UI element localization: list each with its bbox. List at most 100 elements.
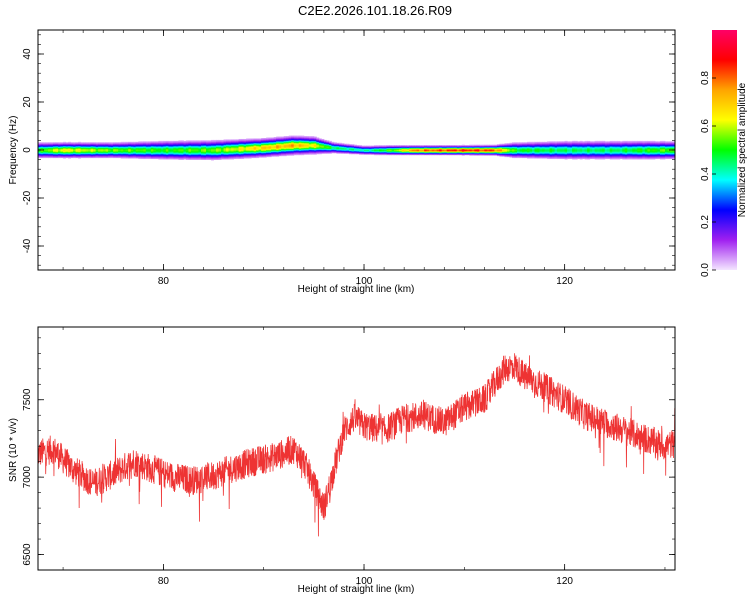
heatmap-cell bbox=[288, 149, 292, 151]
heatmap-cell bbox=[263, 144, 267, 146]
heatmap-cell bbox=[105, 155, 109, 157]
heatmap-cell bbox=[145, 155, 149, 157]
heatmap-cell bbox=[138, 150, 142, 152]
heatmap-cell bbox=[150, 153, 154, 155]
heatmap-cell bbox=[218, 141, 222, 143]
heatmap-cell bbox=[138, 156, 142, 158]
heatmap-cell bbox=[90, 144, 94, 146]
heatmap-cell bbox=[273, 145, 277, 147]
heatmap-cell bbox=[163, 152, 167, 154]
heatmap-cell bbox=[63, 156, 66, 158]
heatmap-cell bbox=[158, 157, 162, 159]
heatmap-cell bbox=[158, 155, 162, 157]
heatmap-cell bbox=[88, 146, 92, 148]
heatmap-cell bbox=[381, 154, 385, 156]
heatmap-cell bbox=[158, 145, 162, 147]
heatmap-cell bbox=[211, 141, 214, 143]
heatmap-cell bbox=[48, 143, 51, 145]
heatmap-cell bbox=[266, 149, 270, 150]
heatmap-cell bbox=[369, 152, 372, 154]
heatmap-cell bbox=[248, 146, 252, 148]
heatmap-cell bbox=[140, 150, 144, 152]
heatmap-cell bbox=[93, 146, 97, 148]
heatmap-cell bbox=[326, 151, 330, 153]
heatmap-cell bbox=[243, 139, 247, 141]
heatmap-cell bbox=[248, 154, 252, 156]
heatmap-cell bbox=[228, 141, 232, 143]
heatmap-cell bbox=[206, 148, 209, 150]
heatmap-cell bbox=[216, 152, 219, 154]
heatmap-cell bbox=[80, 145, 84, 147]
heatmap-cell bbox=[371, 153, 375, 155]
heatmap-cell bbox=[120, 145, 124, 147]
heatmap-cell bbox=[306, 152, 310, 154]
heatmap-cell bbox=[160, 154, 164, 156]
heatmap-cell bbox=[291, 141, 295, 143]
heatmap-cell bbox=[165, 149, 169, 150]
heatmap-cell bbox=[296, 151, 300, 153]
heatmap-cell bbox=[218, 143, 222, 145]
heatmap-cell bbox=[236, 157, 240, 159]
heatmap-cell bbox=[233, 152, 237, 154]
heatmap-cell bbox=[58, 153, 61, 155]
heatmap-cell bbox=[251, 147, 255, 149]
heatmap-cell bbox=[389, 153, 393, 155]
heatmap-cell bbox=[278, 147, 282, 149]
heatmap-cell bbox=[301, 139, 305, 141]
heatmap-cell bbox=[105, 149, 109, 150]
heatmap-cell bbox=[321, 138, 325, 140]
heatmap-cell bbox=[130, 142, 134, 144]
heatmap-cell bbox=[233, 151, 237, 153]
heatmap-cell bbox=[326, 140, 330, 142]
heatmap-cell bbox=[293, 143, 297, 145]
heatmap-cell bbox=[386, 153, 390, 155]
heatmap-cell bbox=[321, 146, 325, 148]
heatmap-cell bbox=[331, 145, 335, 147]
heatmap-cell bbox=[138, 143, 142, 145]
heatmap-cell bbox=[396, 148, 400, 149]
heatmap-cell bbox=[190, 140, 194, 142]
heatmap-cell bbox=[311, 138, 315, 140]
heatmap-cell bbox=[238, 155, 242, 157]
heatmap-cell bbox=[256, 150, 260, 151]
heatmap-cell bbox=[366, 153, 370, 155]
heatmap-cell bbox=[246, 156, 250, 158]
heatmap-cell bbox=[65, 145, 69, 147]
heatmap-cell bbox=[216, 150, 219, 151]
heatmap-cell bbox=[323, 151, 327, 153]
heatmap-cell bbox=[261, 139, 265, 141]
heatmap-cell bbox=[213, 148, 217, 149]
heatmap-cell bbox=[386, 148, 390, 149]
heatmap-cell bbox=[283, 154, 287, 156]
heatmap-cell bbox=[323, 145, 327, 147]
heatmap-cell bbox=[384, 153, 387, 155]
heatmap-cell bbox=[120, 152, 124, 154]
heatmap-cell bbox=[318, 138, 322, 140]
heatmap-cell bbox=[391, 150, 395, 152]
heatmap-cell bbox=[261, 138, 265, 140]
heatmap-cell bbox=[43, 150, 46, 152]
heatmap-cell bbox=[45, 154, 49, 156]
heatmap-cell bbox=[148, 149, 152, 150]
heatmap-cell bbox=[105, 142, 109, 144]
heatmap-cell bbox=[396, 153, 400, 155]
heatmap-cell bbox=[163, 153, 167, 155]
heatmap-cell bbox=[70, 143, 74, 145]
heatmap-cell bbox=[356, 149, 360, 150]
heatmap-cell bbox=[120, 144, 124, 146]
heatmap-cell bbox=[78, 155, 82, 157]
heatmap-cell bbox=[261, 154, 265, 156]
heatmap-cell bbox=[288, 151, 292, 153]
heatmap-cell bbox=[148, 157, 152, 159]
heatmap-cell bbox=[180, 155, 184, 157]
heatmap-cell bbox=[178, 153, 182, 155]
heatmap-cell bbox=[321, 147, 325, 148]
heatmap-cell bbox=[316, 150, 320, 151]
heatmap-cell bbox=[195, 149, 199, 150]
heatmap-cell bbox=[50, 154, 54, 156]
heatmap-cell bbox=[241, 151, 245, 153]
heatmap-cell bbox=[253, 155, 257, 157]
heatmap-cell bbox=[273, 151, 277, 153]
heatmap-cell bbox=[303, 142, 307, 144]
heatmap-cell bbox=[296, 138, 300, 140]
